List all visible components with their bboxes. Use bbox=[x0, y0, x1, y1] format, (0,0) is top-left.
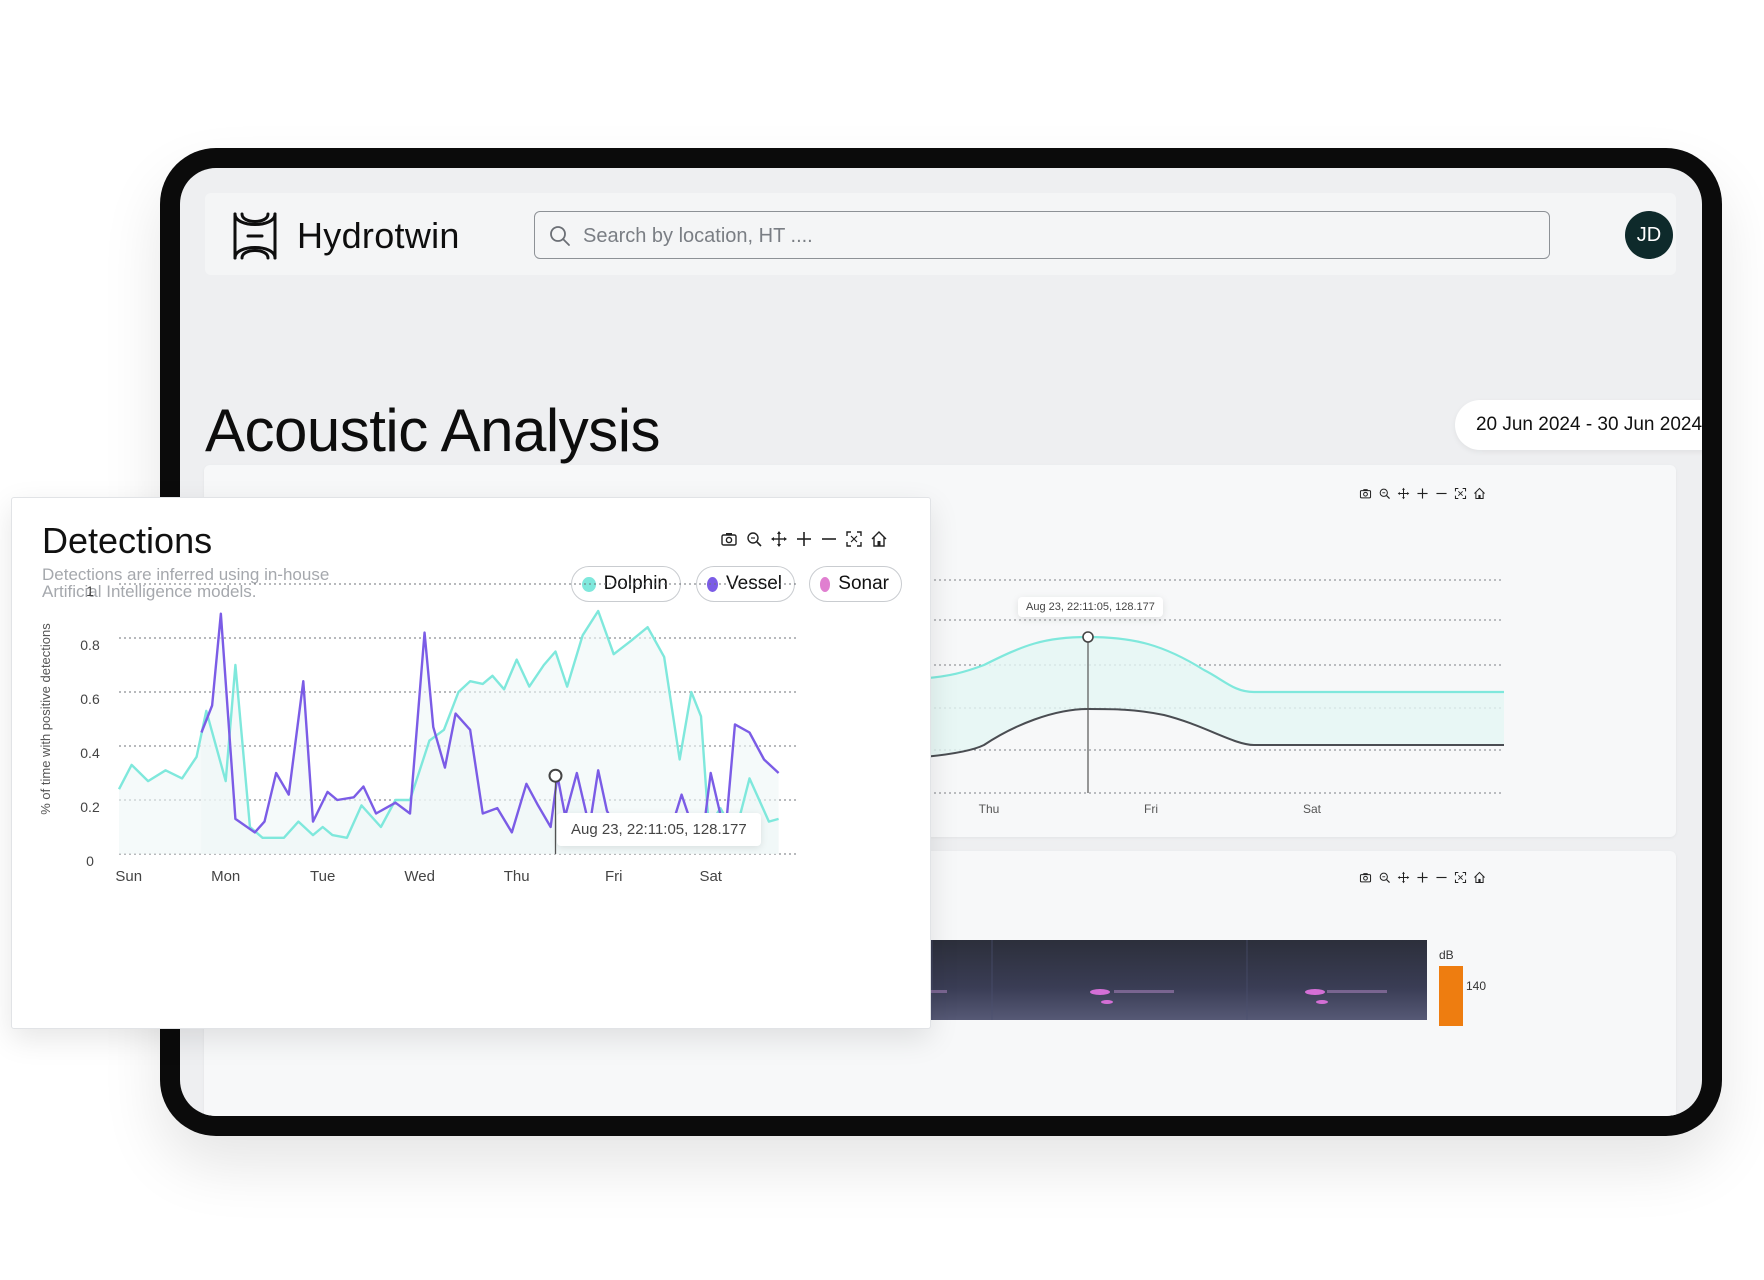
home-icon[interactable] bbox=[1473, 487, 1486, 500]
hover-marker bbox=[548, 768, 563, 783]
chart-toolbar bbox=[1359, 487, 1486, 500]
x-tick-label: Tue bbox=[310, 868, 335, 885]
background-baseline-line bbox=[823, 707, 1504, 762]
brand-name: Hydrotwin bbox=[297, 215, 460, 256]
x-tick-label: Thu bbox=[504, 868, 530, 885]
search-bar[interactable] bbox=[534, 211, 1550, 260]
autoscale-icon[interactable] bbox=[1454, 487, 1467, 500]
home-icon[interactable] bbox=[1473, 871, 1486, 884]
colorbar-label: dB bbox=[1439, 948, 1454, 962]
legend-dot-dolphin bbox=[582, 576, 596, 592]
page-title: Acoustic Analysis bbox=[205, 397, 661, 464]
x-tick-label: Wed bbox=[404, 868, 435, 885]
x-tick-label: Sat bbox=[1303, 802, 1322, 816]
x-tick-label: Thu bbox=[979, 802, 1000, 816]
home-icon[interactable] bbox=[870, 530, 888, 548]
x-tick-label: Fri bbox=[1144, 802, 1158, 816]
search-input[interactable] bbox=[581, 212, 1485, 260]
detections-line-chart: 0 0.2 0.4 0.6 0.8 1 % of time with positive de… bbox=[38, 583, 798, 885]
x-tick-label: Fri bbox=[605, 868, 623, 885]
y-tick-label: 0 bbox=[86, 853, 94, 869]
pan-icon[interactable] bbox=[1397, 487, 1410, 500]
y-tick-label: 0.8 bbox=[80, 637, 100, 653]
y-tick-label: 0.4 bbox=[80, 745, 100, 761]
autoscale-icon[interactable] bbox=[845, 530, 863, 548]
zoom-in-icon[interactable] bbox=[795, 530, 813, 548]
detections-title: Detections bbox=[42, 520, 213, 561]
zoom-in-icon[interactable] bbox=[1416, 487, 1429, 500]
hydrotwin-logo-icon[interactable] bbox=[230, 210, 280, 262]
camera-icon[interactable] bbox=[1359, 487, 1372, 500]
zoom-in-icon[interactable] bbox=[1416, 871, 1429, 884]
zoom-icon[interactable] bbox=[1378, 487, 1391, 500]
background-chart-tooltip: Aug 23, 22:11:05, 128.177 bbox=[1018, 597, 1163, 617]
y-tick-label: 1 bbox=[86, 583, 94, 599]
pan-icon[interactable] bbox=[770, 530, 788, 548]
background-hover-marker bbox=[1082, 631, 1094, 643]
pan-icon[interactable] bbox=[1397, 871, 1410, 884]
user-avatar[interactable]: JD bbox=[1625, 211, 1673, 259]
y-tick-label: 0.6 bbox=[80, 691, 100, 707]
colorbar-swatch bbox=[1439, 966, 1463, 1026]
x-tick-label: Sun bbox=[115, 868, 142, 885]
top-navigation-bar: Hydrotwin JD bbox=[205, 193, 1676, 275]
search-icon bbox=[550, 226, 570, 246]
detections-card: Detections Detections are inferred using… bbox=[11, 497, 931, 1029]
chart-toolbar bbox=[720, 530, 888, 548]
legend-dot-sonar bbox=[820, 576, 831, 592]
legend-label: Sonar bbox=[838, 573, 889, 594]
detections-tooltip: Aug 23, 22:11:05, 128.177 bbox=[557, 813, 761, 846]
zoom-out-icon[interactable] bbox=[1435, 487, 1448, 500]
series-area-dolphin bbox=[119, 611, 779, 854]
background-line-chart: Thu Fri Sat bbox=[823, 579, 1504, 816]
zoom-icon[interactable] bbox=[745, 530, 763, 548]
autoscale-icon[interactable] bbox=[1454, 871, 1467, 884]
background-area-fill bbox=[824, 637, 1504, 761]
series-line-vessel[interactable] bbox=[200, 612, 780, 837]
date-range-label: 20 Jun 2024 - 30 Jun 2024 bbox=[1475, 414, 1702, 435]
legend-dot-vessel bbox=[707, 576, 719, 592]
camera-icon[interactable] bbox=[1359, 871, 1372, 884]
zoom-out-icon[interactable] bbox=[820, 530, 838, 548]
x-tick-label: Mon bbox=[211, 868, 240, 885]
detections-subtitle: Detections are inferred using in-house A… bbox=[42, 565, 330, 601]
legend-dolphin[interactable]: Dolphin bbox=[571, 566, 681, 602]
date-range-picker[interactable]: 20 Jun 2024 - 30 Jun 2024 bbox=[1455, 400, 1702, 450]
camera-icon[interactable] bbox=[720, 530, 738, 548]
zoom-out-icon[interactable] bbox=[1435, 871, 1448, 884]
x-tick-label: Sat bbox=[699, 868, 722, 885]
colorbar-value: 140 bbox=[1466, 979, 1487, 993]
y-tick-label: 0.2 bbox=[80, 799, 100, 815]
y-axis-label: % of time with positive detections bbox=[38, 623, 53, 815]
series-line-dolphin[interactable] bbox=[117, 609, 779, 839]
chart-toolbar bbox=[1359, 871, 1486, 884]
zoom-icon[interactable] bbox=[1378, 871, 1391, 884]
legend-sonar[interactable]: Sonar bbox=[809, 566, 902, 602]
